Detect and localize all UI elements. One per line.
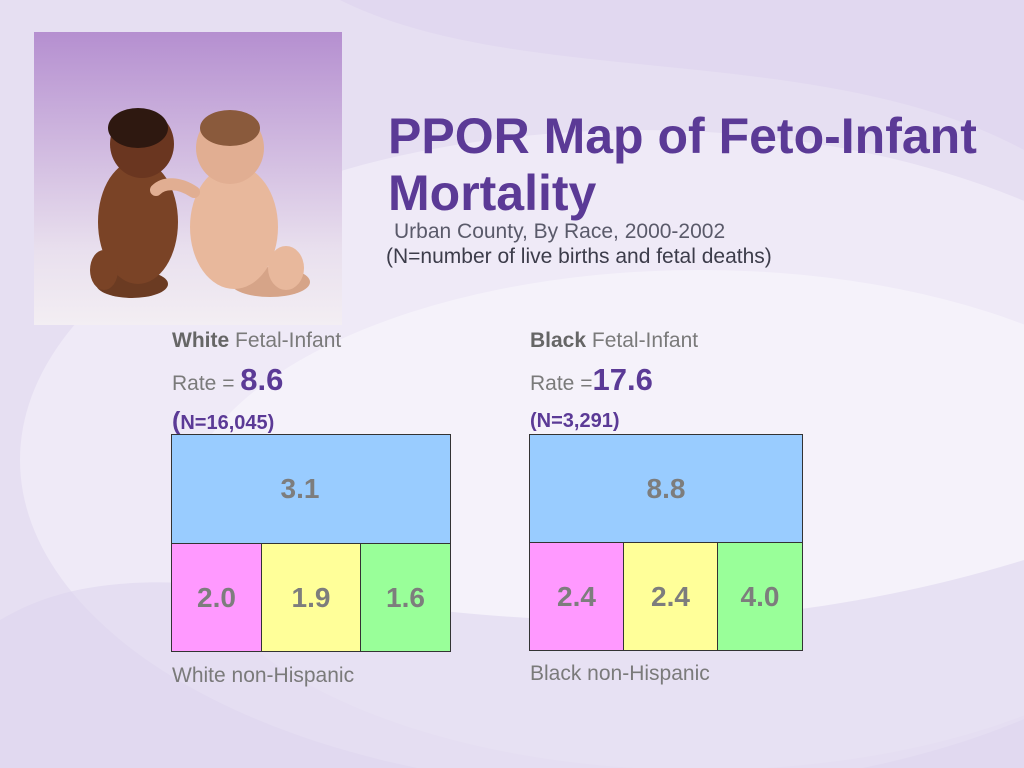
black-infant-health-cell: 4.0 — [718, 543, 802, 650]
white-infant-health-cell: 1.6 — [361, 544, 450, 651]
white-rate-value: 8.6 — [240, 362, 284, 397]
white-newborn-care-cell: 1.9 — [262, 544, 361, 651]
black-group-heading: Black Fetal-Infant — [530, 329, 698, 353]
white-group-footer: White non-Hispanic — [172, 664, 355, 687]
black-n-line: (N=3,291) — [530, 405, 620, 434]
babies-photo — [34, 32, 342, 325]
black-newborn-care-cell: 2.4 — [624, 543, 718, 650]
black-race-label: Black — [530, 329, 587, 352]
subtitle-region-years: Urban County, By Race, 2000-2002 — [394, 220, 726, 243]
black-rate-value: 17.6 — [592, 362, 653, 397]
white-maternal-care-cell: 2.0 — [172, 544, 262, 651]
black-rate-prefix: Rate = — [530, 372, 593, 395]
black-rate-line: Rate =17.6 — [530, 362, 653, 398]
black-ppor-map: 8.8 2.4 2.4 4.0 — [529, 434, 803, 651]
white-ppor-map: 3.1 2.0 1.9 1.6 — [171, 434, 451, 652]
white-maternal-health-cell: 3.1 — [172, 435, 450, 544]
white-group-heading: White Fetal-Infant — [172, 329, 341, 353]
white-n-value: N=16,045) — [180, 412, 275, 434]
white-n-line: (N=16,045) — [172, 407, 274, 436]
subtitle-n-definition: (N=number of live births and fetal death… — [386, 245, 772, 268]
black-n-value: (N=3,291) — [530, 410, 620, 432]
white-n-open: ( — [172, 407, 181, 435]
white-rate-line: Rate = 8.6 — [172, 362, 283, 398]
black-maternal-health-cell: 8.8 — [530, 435, 802, 543]
white-heading-rest: Fetal-Infant — [229, 329, 342, 352]
page-title: PPOR Map of Feto-Infant Mortality — [388, 108, 977, 221]
black-heading-rest: Fetal-Infant — [586, 329, 699, 352]
white-rate-prefix: Rate = — [172, 372, 241, 395]
black-maternal-care-cell: 2.4 — [530, 543, 624, 650]
black-group-footer: Black non-Hispanic — [530, 662, 710, 685]
white-race-label: White — [172, 329, 230, 352]
